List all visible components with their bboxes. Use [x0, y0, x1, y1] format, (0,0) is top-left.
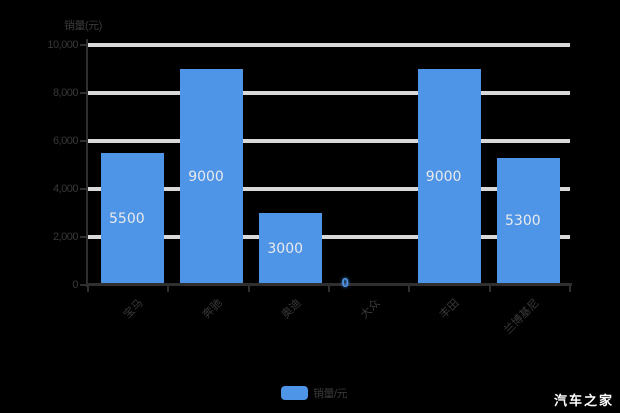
x-axis-line	[86, 283, 572, 286]
x-axis-tick	[328, 286, 330, 292]
bar-zero-label: 0	[341, 275, 349, 290]
watermark-autohome: 汽车之家	[553, 394, 614, 409]
bar-宝马[interactable]	[101, 153, 164, 285]
x-axis-category-label: 丰田	[437, 297, 462, 322]
y-axis-tick-label: 6,000	[52, 135, 79, 147]
bar-value-label: 9000	[188, 169, 224, 185]
y-axis-tick	[80, 188, 86, 190]
y-axis-title: 销量(元)	[64, 20, 102, 32]
bar-value-label: 5500	[109, 211, 145, 227]
bar-奔驰[interactable]	[180, 69, 244, 285]
y-axis-tick	[80, 140, 86, 142]
y-axis-tick-label: 10,000	[47, 39, 78, 51]
bar-兰博基尼[interactable]	[497, 157, 560, 285]
y-axis-tick	[80, 92, 86, 94]
y-axis-tick-label: 2,000	[52, 231, 79, 243]
y-axis-tick-label: 4,000	[52, 183, 79, 195]
legend[interactable]: 销量/元	[281, 385, 348, 401]
gridline	[88, 139, 570, 143]
y-axis-tick-label: 0	[72, 279, 78, 291]
y-axis-line	[86, 39, 88, 287]
gridline	[88, 43, 570, 47]
x-axis-tick	[408, 286, 411, 292]
gridline	[88, 235, 570, 239]
legend-label: 销量/元	[313, 388, 348, 400]
x-axis-tick	[488, 286, 491, 292]
x-axis-tick	[569, 286, 571, 292]
gridline	[88, 187, 570, 191]
x-axis-category-label: 兰博基尼	[501, 297, 542, 337]
plot-area: 10,000 8,000 6,000 4,000 2,000 0 5500 宝马 9000 奔驰 3…	[47, 39, 572, 337]
x-axis-category-label: 奥迪	[279, 297, 304, 322]
gridline	[88, 91, 570, 95]
y-axis-tick	[80, 236, 86, 238]
bar-丰田[interactable]	[417, 69, 481, 285]
x-axis-tick	[167, 286, 170, 292]
x-axis-category-label: 大众	[358, 297, 383, 322]
y-axis-tick	[80, 284, 86, 286]
x-axis-category-label: 奔驰	[200, 297, 225, 322]
x-axis-tick	[247, 286, 250, 292]
bar-value-label: 5300	[505, 213, 541, 230]
bar-奥迪[interactable]	[259, 213, 323, 285]
y-axis-tick-label: 8,000	[52, 87, 79, 99]
x-axis-tick	[87, 286, 89, 292]
y-axis-tick	[80, 44, 86, 46]
bar-value-label: 3000	[267, 241, 304, 257]
legend-swatch	[281, 386, 308, 400]
x-axis-category-label: 宝马	[121, 297, 146, 322]
bar-value-label: 9000	[425, 169, 462, 185]
